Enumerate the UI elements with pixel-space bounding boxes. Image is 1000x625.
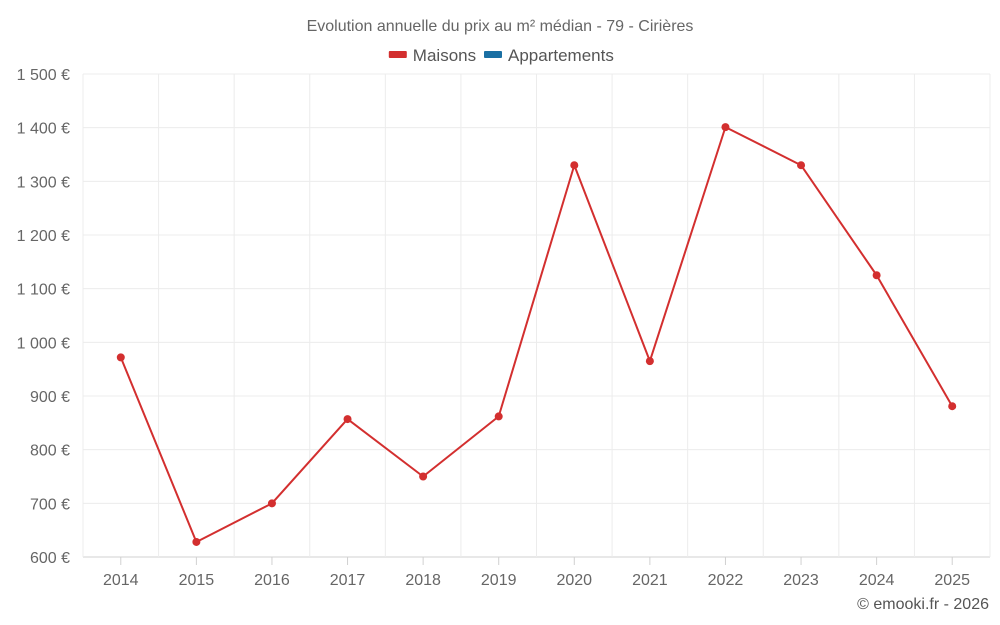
data-point xyxy=(721,123,730,132)
credit-text: © emooki.fr - 2026 xyxy=(857,596,989,613)
x-tick-label: 2015 xyxy=(179,572,215,589)
x-axis: 2014 2015 2016 2017 2018 2019 2020 2021 2022 2023… xyxy=(103,557,970,589)
chart-title: Evolution annuelle du prix au m² médian … xyxy=(307,18,694,35)
y-tick-label: 900 € xyxy=(30,389,70,406)
y-tick-label: 1 300 € xyxy=(17,174,70,191)
y-tick-label: 1 100 € xyxy=(17,282,70,299)
y-tick-label: 1 400 € xyxy=(17,121,70,138)
legend-swatch-maisons xyxy=(388,51,407,58)
y-tick-label: 1 000 € xyxy=(17,335,70,352)
legend: Maisons Appartements xyxy=(388,46,614,65)
y-tick-label: 1 500 € xyxy=(17,67,70,84)
x-tick-label: 2017 xyxy=(330,572,366,589)
x-tick-label: 2021 xyxy=(632,572,668,589)
data-point xyxy=(494,412,503,421)
y-tick-label: 700 € xyxy=(30,496,70,513)
y-tick-label: 1 200 € xyxy=(17,228,70,245)
data-point xyxy=(343,415,352,424)
data-point xyxy=(116,353,125,362)
x-tick-label: 2023 xyxy=(783,572,819,589)
x-tick-label: 2022 xyxy=(708,572,744,589)
y-tick-label: 600 € xyxy=(30,550,70,567)
series-line-maisons xyxy=(119,126,954,543)
x-tick-label: 2025 xyxy=(934,572,970,589)
x-tick-label: 2020 xyxy=(556,572,592,589)
data-point xyxy=(570,161,579,170)
legend-item-maisons: Maisons xyxy=(413,46,476,65)
data-point xyxy=(192,537,201,546)
y-axis: 600 € 700 € 800 € 900 € 1 000 € 1 100 € 1 200 … xyxy=(17,67,70,567)
data-point xyxy=(948,402,957,411)
x-tick-label: 2019 xyxy=(481,572,517,589)
data-point xyxy=(645,357,654,366)
x-tick-label: 2016 xyxy=(254,572,290,589)
x-tick-label: 2018 xyxy=(405,572,441,589)
grid xyxy=(82,73,991,558)
data-point xyxy=(797,161,806,170)
legend-item-appartements: Appartements xyxy=(508,46,614,65)
x-tick-label: 2014 xyxy=(103,572,139,589)
data-point xyxy=(419,472,428,481)
x-tick-label: 2024 xyxy=(859,572,895,589)
series-group xyxy=(116,123,957,546)
legend-swatch-appartements xyxy=(484,51,502,58)
data-point xyxy=(872,271,881,280)
y-tick-label: 800 € xyxy=(30,443,70,460)
data-point xyxy=(267,499,276,508)
